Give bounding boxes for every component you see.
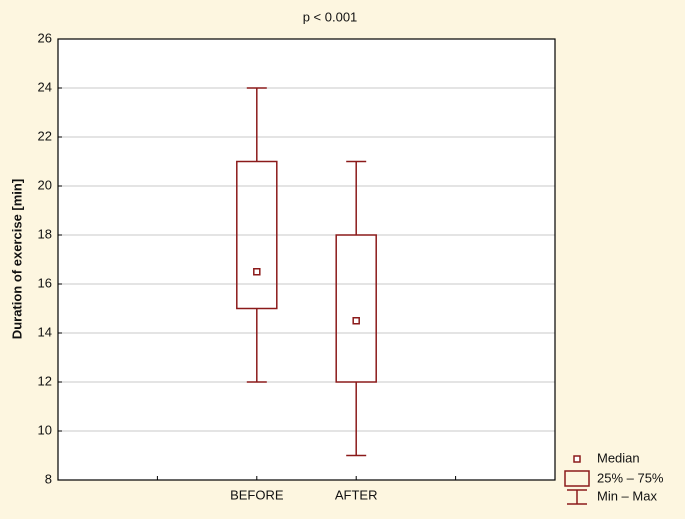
y-tick-label: 14 <box>38 324 52 339</box>
y-axis-label: Duration of exercise [min] <box>9 179 24 339</box>
plot-area <box>58 39 555 480</box>
legend-median-symbol <box>573 455 581 463</box>
y-tick-label: 22 <box>38 128 52 143</box>
y-tick-label: 10 <box>38 422 52 437</box>
legend-label: 25% – 75% <box>597 470 664 485</box>
x-tick-label: AFTER <box>335 487 378 502</box>
legend-label: Median <box>597 450 640 465</box>
legend-label: Min – Max <box>597 488 657 503</box>
y-tick-label: 16 <box>38 275 52 290</box>
box <box>335 234 377 383</box>
x-tick-label: BEFORE <box>230 487 284 502</box>
box <box>236 160 278 310</box>
legend-box-symbol <box>564 470 590 487</box>
y-tick-label: 24 <box>38 79 52 94</box>
median-marker <box>352 317 360 325</box>
y-tick-label: 8 <box>45 471 52 486</box>
y-tick-label: 12 <box>38 373 52 388</box>
y-tick-label: 26 <box>38 30 52 45</box>
y-tick-label: 20 <box>38 177 52 192</box>
plot-frame <box>57 38 556 481</box>
chart-title: p < 0.001 <box>303 9 358 24</box>
median-marker <box>253 268 261 276</box>
y-tick-label: 18 <box>38 226 52 241</box>
